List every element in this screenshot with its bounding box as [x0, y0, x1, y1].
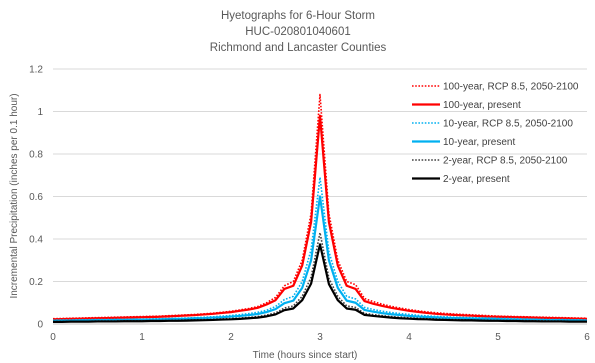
- series-line-3: [52, 195, 588, 322]
- y-tick-labels: 0 0.2 0.4 0.6 0.8 1 1.2: [29, 65, 43, 331]
- x-tick-label: 1: [139, 332, 145, 343]
- gridlines: [53, 68, 587, 282]
- legend-entry-label: 100-year, RCP 8.5, 2050-2100: [443, 82, 579, 93]
- y-tick-label: 0.8: [29, 150, 43, 161]
- x-tick-labels: 0 1 2 3 4 5 6: [50, 332, 590, 343]
- legend-entry-label: 10-year, RCP 8.5, 2050-2100: [443, 119, 573, 130]
- series-line-5: [53, 243, 587, 323]
- legend-entry-label: 100-year, present: [443, 100, 521, 111]
- y-tick-label: 0: [37, 320, 43, 331]
- chart-title-line-2: HUC-020801040601: [245, 26, 351, 38]
- y-tick-label: 1.2: [29, 65, 43, 76]
- chart-title: Hyetographs for 6-Hour Storm HUC-0208010…: [210, 10, 387, 54]
- legend-entry-label: 2-year, RCP 8.5, 2050-2100: [443, 156, 568, 167]
- x-tick-label: 2: [228, 332, 234, 343]
- y-tick-label: 0.6: [29, 192, 43, 203]
- chart-title-line-1: Hyetographs for 6-Hour Storm: [221, 10, 375, 22]
- series-line-1: [52, 114, 588, 321]
- x-axis-label: Time (hours since start): [253, 350, 358, 361]
- y-tick-label: 1: [37, 107, 43, 118]
- legend-entry-label: 2-year, present: [443, 174, 510, 185]
- y-axis-label: Incremental Precipitation (inches per 0.…: [9, 93, 20, 298]
- x-tick-label: 4: [406, 332, 412, 343]
- series-lines: [52, 93, 588, 323]
- y-tick-label: 0.4: [29, 235, 43, 246]
- legend: 100-year, RCP 8.5, 2050-2100 100-year, pr…: [412, 82, 579, 185]
- x-tick-label: 3: [317, 332, 323, 343]
- x-tick-label: 6: [584, 332, 590, 343]
- legend-entry-label: 10-year, present: [443, 137, 515, 148]
- chart-title-line-3: Richmond and Lancaster Counties: [210, 42, 387, 54]
- x-tick-label: 0: [50, 332, 56, 343]
- y-tick-label: 0.2: [29, 277, 43, 288]
- x-tick-label: 5: [495, 332, 501, 343]
